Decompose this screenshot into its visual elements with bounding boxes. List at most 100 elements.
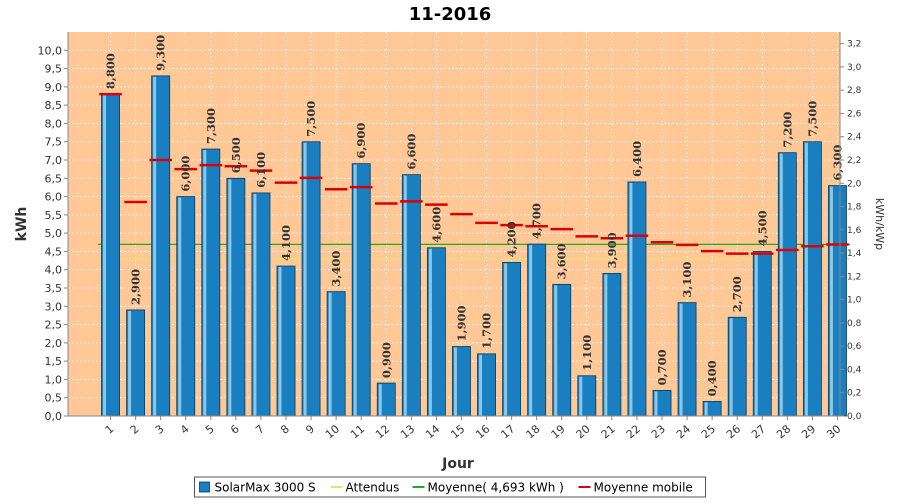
x-tick-label: 7 bbox=[253, 422, 267, 436]
moving-average-markers bbox=[99, 92, 849, 255]
y-tick-label: 7,5 bbox=[45, 136, 63, 149]
bar-highlight bbox=[228, 179, 232, 416]
legend-item: Moyenne( 4,693 kWh ) bbox=[412, 481, 564, 495]
x-tick-label: 11 bbox=[348, 422, 367, 441]
y2-tick-label: 0,8 bbox=[847, 319, 862, 329]
reference-lines bbox=[98, 243, 850, 260]
data-label: 1,100 bbox=[580, 335, 594, 371]
y-tick-label: 6,0 bbox=[45, 191, 63, 204]
data-label: 0,700 bbox=[655, 349, 669, 385]
data-label: 4,200 bbox=[505, 221, 519, 257]
x-tick-label: 9 bbox=[303, 422, 317, 436]
y-tick-label: 1,0 bbox=[45, 373, 63, 386]
legend-item: Attendus bbox=[330, 481, 399, 495]
bar-highlight bbox=[504, 263, 508, 416]
y2-tick-label: 2,6 bbox=[847, 109, 862, 119]
bar-highlight bbox=[629, 182, 633, 416]
x-tick-label: 17 bbox=[498, 422, 517, 441]
data-label: 7,500 bbox=[805, 101, 819, 137]
data-labels: 8,800 2,900 9,300 6,000 7,300 6,500 6,100 4,100… bbox=[104, 35, 845, 397]
y2-tick-label: 1,2 bbox=[847, 272, 861, 282]
x-tick-label: 23 bbox=[649, 422, 668, 441]
data-label: 6,400 bbox=[630, 141, 644, 177]
x-tick-label: 14 bbox=[423, 422, 442, 441]
y2-tick-label: 1,4 bbox=[847, 249, 862, 259]
legend: SolarMax 3000 S Attendus Moyenne( 4,693 kW… bbox=[194, 476, 706, 498]
bar-highlight bbox=[529, 245, 533, 416]
bar-highlight bbox=[679, 303, 683, 416]
data-label: 1,900 bbox=[454, 305, 468, 341]
x-tick-label: 20 bbox=[574, 422, 593, 441]
y-tick-label: 10,0 bbox=[38, 44, 63, 57]
y-tick-label: 7,0 bbox=[45, 154, 63, 167]
bar-highlight bbox=[203, 150, 207, 416]
y2-tick-label: 0,2 bbox=[847, 389, 861, 399]
x-tick-label: 30 bbox=[824, 422, 843, 441]
chart-title: 11-2016 bbox=[409, 4, 492, 25]
data-label: 7,200 bbox=[780, 112, 794, 148]
bar-highlight bbox=[579, 376, 583, 416]
data-label: 4,700 bbox=[530, 203, 544, 239]
data-label: 6,100 bbox=[254, 152, 268, 188]
x-tick-label: 16 bbox=[473, 422, 492, 441]
x-tick-label: 15 bbox=[448, 422, 467, 441]
data-label: 6,000 bbox=[179, 156, 193, 192]
x-tick-label: 3 bbox=[153, 422, 167, 436]
bar-highlight bbox=[704, 402, 708, 416]
data-label: 1,700 bbox=[480, 313, 494, 349]
y-tick-label: 4,0 bbox=[45, 264, 63, 277]
y2-tick-label: 1,8 bbox=[847, 203, 862, 213]
x-tick-label: 28 bbox=[774, 422, 793, 441]
legend-item: SolarMax 3000 S bbox=[199, 481, 316, 495]
bar-highlight bbox=[128, 310, 132, 416]
legend-item: Moyenne mobile bbox=[578, 481, 693, 495]
data-label: 6,500 bbox=[229, 137, 243, 173]
legend-swatch bbox=[199, 481, 210, 493]
bar-highlight bbox=[353, 164, 357, 416]
x-tick-label: 10 bbox=[323, 422, 342, 441]
legend-label: SolarMax 3000 S bbox=[215, 481, 316, 495]
y-tick-label: 9,0 bbox=[45, 81, 63, 94]
x-tick-label: 2 bbox=[128, 422, 142, 436]
y-tick-label: 5,5 bbox=[45, 209, 63, 222]
data-label: 8,800 bbox=[104, 53, 118, 89]
y2-tick-label: 2,0 bbox=[847, 179, 862, 189]
data-label: 2,900 bbox=[129, 269, 143, 305]
y-tick-label: 0,5 bbox=[45, 392, 63, 405]
y2-tick-label: 3,0 bbox=[847, 63, 862, 73]
bar-highlight bbox=[554, 285, 558, 416]
x-tick-label: 1 bbox=[103, 422, 117, 436]
x-tick-label: 19 bbox=[549, 422, 568, 441]
y-tick-label: 2,5 bbox=[45, 319, 63, 332]
y2-tick-label: 0,6 bbox=[847, 342, 862, 352]
bar-highlight bbox=[804, 142, 808, 416]
x-tick-label: 26 bbox=[724, 422, 743, 441]
y-tick-label: 4,5 bbox=[45, 245, 63, 258]
x-tick-label: 12 bbox=[373, 422, 392, 441]
bar-highlight bbox=[303, 142, 307, 416]
y2-tick-label: 2,8 bbox=[847, 86, 862, 96]
y-tick-label: 1,5 bbox=[45, 355, 63, 368]
y2-tick-label: 1,0 bbox=[847, 296, 862, 306]
bar-highlight bbox=[654, 391, 658, 416]
y2-tick-label: 0,4 bbox=[847, 365, 862, 375]
data-label: 0,400 bbox=[705, 360, 719, 396]
bar-highlight bbox=[604, 274, 608, 416]
y-tick-label: 0,0 bbox=[45, 410, 63, 423]
x-tick-label: 5 bbox=[203, 422, 217, 436]
y2-tick-label: 2,2 bbox=[847, 156, 861, 166]
y-tick-label: 8,0 bbox=[45, 117, 63, 130]
y-tick-label: 9,5 bbox=[45, 63, 63, 76]
data-label: 6,300 bbox=[830, 145, 844, 181]
legend-label: Moyenne mobile bbox=[594, 481, 693, 495]
data-label: 4,100 bbox=[279, 225, 293, 261]
bar-highlight bbox=[729, 318, 733, 416]
bar-highlight bbox=[779, 153, 783, 416]
data-label: 6,600 bbox=[404, 134, 418, 170]
data-label: 3,600 bbox=[555, 243, 569, 279]
bar-highlight bbox=[829, 186, 833, 416]
data-label: 3,900 bbox=[605, 232, 619, 268]
y-tick-label: 6,5 bbox=[45, 172, 63, 185]
legend-label: Moyenne( 4,693 kWh ) bbox=[428, 481, 564, 495]
